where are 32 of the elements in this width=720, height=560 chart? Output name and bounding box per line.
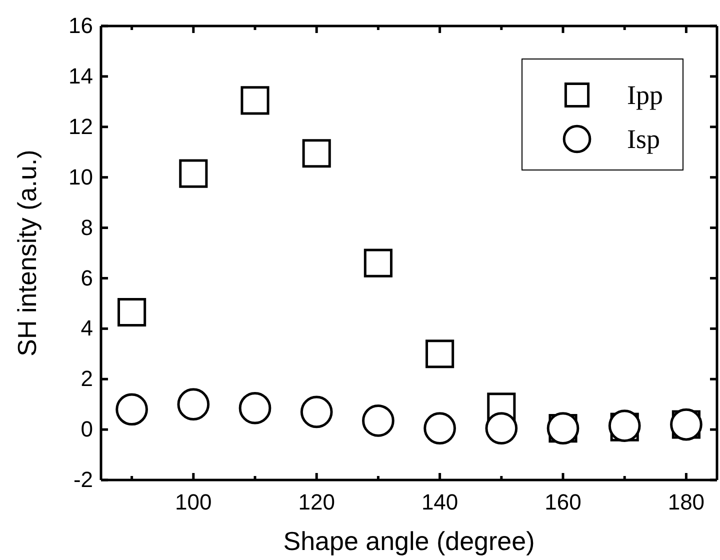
y-tick-label: 8 [80, 214, 93, 240]
point [179, 159, 208, 188]
x-tick-label: 140 [421, 490, 458, 515]
y-tick-label: 10 [68, 164, 93, 190]
y-axis-title: SH intensity (a.u.) [12, 150, 42, 356]
point [118, 298, 146, 327]
x-tick-label: 120 [298, 490, 335, 515]
point [485, 412, 518, 444]
point [426, 340, 454, 368]
x-tick-label: 160 [544, 490, 582, 515]
point [302, 139, 331, 168]
x-axis-title: Shape angle (degree) [283, 526, 535, 556]
y-tick-label: 2 [80, 366, 93, 392]
y-tick-label: 4 [80, 316, 93, 341]
point [116, 393, 148, 426]
y-tick-label: -2 [73, 467, 93, 492]
y-tick-label: 6 [80, 265, 93, 290]
point [364, 248, 392, 278]
point [177, 388, 210, 420]
y-tick-label: 14 [68, 63, 93, 88]
legend-label: Isp [627, 124, 660, 154]
x-tick-label: 180 [668, 490, 705, 515]
y-tick-label: 0 [80, 416, 93, 442]
point [424, 412, 456, 444]
point [362, 404, 394, 437]
point [240, 86, 270, 115]
point [238, 392, 272, 424]
y-tick-label: 16 [68, 13, 93, 38]
x-tick-label: 100 [175, 490, 212, 515]
point [300, 396, 333, 428]
y-tick-label: 12 [68, 114, 93, 139]
legend-label: Ipp [627, 80, 663, 110]
